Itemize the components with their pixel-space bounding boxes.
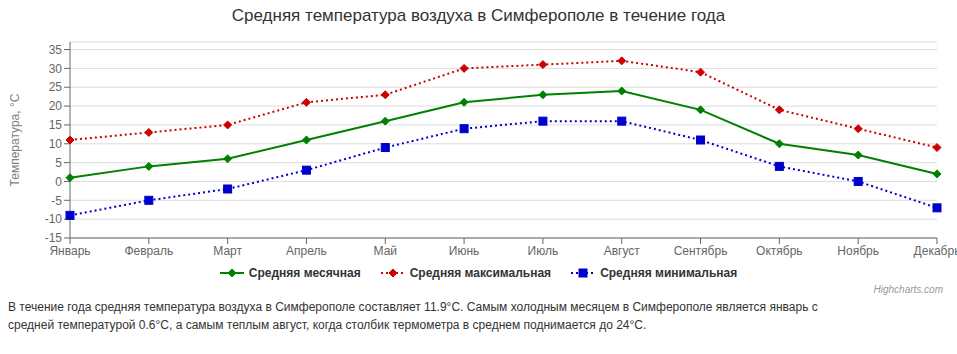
- svg-text:Май: Май: [374, 244, 398, 258]
- svg-text:Сентябрь: Сентябрь: [674, 244, 728, 258]
- svg-text:Декабрь: Декабрь: [914, 244, 957, 258]
- html-text:В течение года средняя темпера: В течение года средняя температура возду…: [8, 300, 818, 314]
- html-text:Средняя максимальная: Средняя максимальная: [409, 266, 552, 280]
- svg-text:Январь: Январь: [49, 244, 90, 258]
- svg-text:-15: -15: [45, 231, 63, 245]
- svg-text:0: 0: [55, 175, 62, 189]
- svg-text:15: 15: [49, 118, 63, 132]
- svg-text:5: 5: [55, 156, 62, 170]
- svg-text:30: 30: [49, 62, 63, 76]
- html-text:средней температурой 0.6°С, а: средней температурой 0.6°С, а самым тепл…: [8, 318, 647, 332]
- svg-text:Октябрь: Октябрь: [756, 244, 803, 258]
- svg-text:Февраль: Февраль: [124, 244, 173, 258]
- svg-text:Март: Март: [213, 244, 242, 258]
- svg-text:20: 20: [49, 99, 63, 113]
- svg-text:10: 10: [49, 137, 63, 151]
- svg-text:Июнь: Июнь: [449, 244, 480, 258]
- svg-text:35: 35: [49, 43, 63, 57]
- svg-text:Июль: Июль: [528, 244, 559, 258]
- html-text:Средняя минимальная: Средняя минимальная: [600, 266, 738, 280]
- svg-text:Температура, °С: Температура, °С: [8, 93, 22, 186]
- svg-text:-10: -10: [45, 212, 63, 226]
- svg-text:-5: -5: [51, 194, 62, 208]
- html-text:Средняя температура воздуха в: Средняя температура воздуха в Симферопол…: [231, 6, 726, 25]
- svg-text:25: 25: [49, 80, 63, 94]
- html-text:Highcharts.com: Highcharts.com: [873, 284, 943, 295]
- svg-text:Ноябрь: Ноябрь: [837, 244, 879, 258]
- html-text:Средняя месячная: Средняя месячная: [248, 266, 361, 280]
- svg-text:Август: Август: [604, 244, 641, 258]
- svg-text:Апрель: Апрель: [286, 244, 327, 258]
